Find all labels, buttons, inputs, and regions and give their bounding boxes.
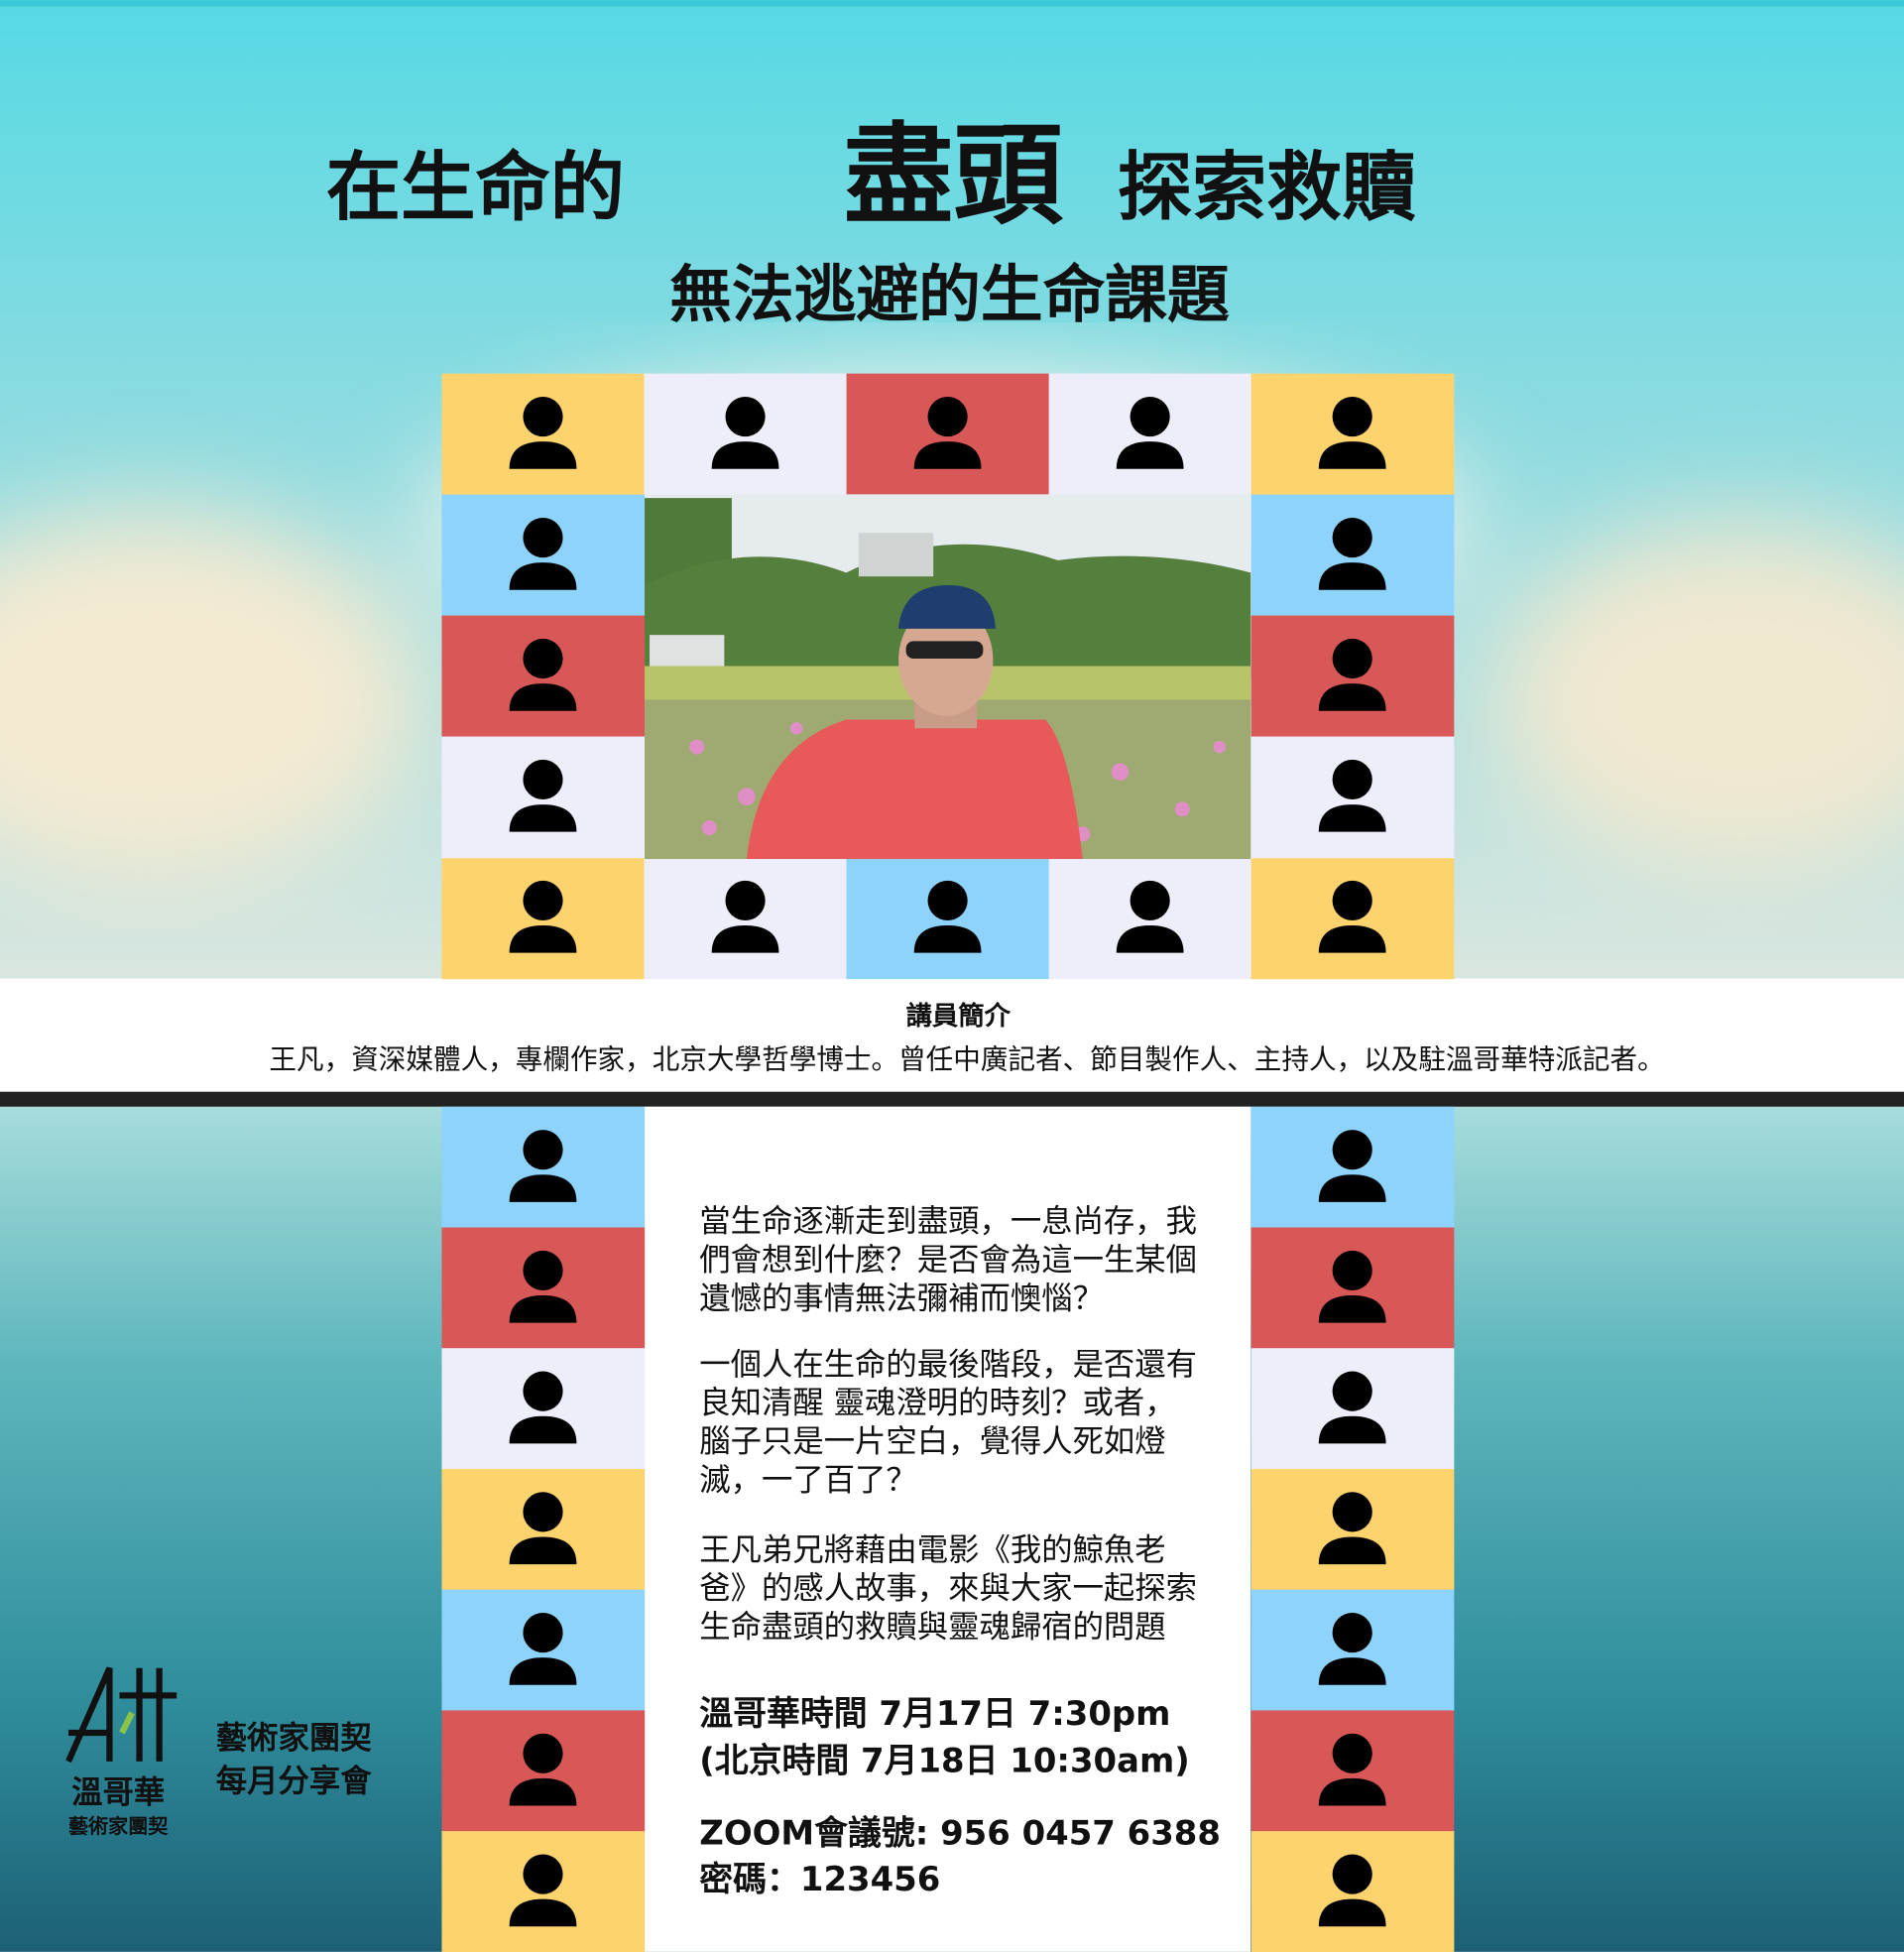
logo-name: 藝術家團契 bbox=[216, 1719, 372, 1756]
person-icon-head bbox=[1332, 1130, 1372, 1170]
logo-mark bbox=[65, 1666, 178, 1764]
title-part: 在生命的 bbox=[326, 144, 625, 231]
person-icon-body bbox=[509, 1536, 577, 1565]
text-panel bbox=[645, 1106, 1251, 1952]
person-icon-body bbox=[1318, 1295, 1386, 1323]
person-icon-body bbox=[1318, 804, 1386, 832]
logo-org: 藝術家團契 bbox=[68, 1814, 169, 1838]
person-icon-body bbox=[913, 925, 982, 953]
zoom-password: 密碼：123456 bbox=[699, 1860, 940, 1898]
person-icon-head bbox=[523, 1250, 563, 1290]
description-line: 爸》的感人故事，來與大家一起探索 bbox=[699, 1571, 1197, 1607]
person-icon-body bbox=[1318, 1898, 1386, 1927]
person-icon-body bbox=[1318, 441, 1386, 469]
person-icon-head bbox=[523, 517, 563, 558]
description-line: 們會想到什麼？是否會為這一生某個 bbox=[699, 1242, 1197, 1278]
divider bbox=[0, 1091, 1904, 1107]
person-icon-head bbox=[1332, 1371, 1372, 1411]
description-line: 一個人在生命的最後階段，是否還有 bbox=[699, 1347, 1197, 1383]
person-icon-head bbox=[725, 396, 766, 437]
person-icon-body bbox=[711, 441, 779, 469]
person-icon-head bbox=[523, 759, 563, 800]
person-icon-head bbox=[927, 396, 968, 437]
top-strip bbox=[0, 0, 1904, 7]
person-icon-body bbox=[509, 683, 577, 711]
bio-heading: 講員簡介 bbox=[906, 1001, 1012, 1032]
logo-city: 溫哥華 bbox=[71, 1774, 165, 1810]
person-icon-body bbox=[1116, 925, 1184, 953]
person-icon-body bbox=[1116, 441, 1184, 469]
person-icon-head bbox=[523, 638, 563, 679]
person-icon-head bbox=[1332, 396, 1372, 437]
zoom-id: ZOOM會議號: 956 0457 6388 bbox=[699, 1813, 1221, 1852]
person-icon-body bbox=[509, 1174, 577, 1202]
description-line: 良知清醒 靈魂澄明的時刻？或者， bbox=[699, 1386, 1175, 1421]
description-line: 生命盡頭的救贖與靈魂歸宿的問題 bbox=[699, 1610, 1165, 1646]
person-icon-body bbox=[1318, 1536, 1386, 1565]
person-icon-body bbox=[1318, 1174, 1386, 1202]
person-icon-head bbox=[523, 1854, 563, 1894]
person-icon-body bbox=[509, 1295, 577, 1323]
person-icon-body bbox=[509, 1657, 577, 1685]
person-icon-body bbox=[1318, 925, 1386, 953]
person-icon-head bbox=[523, 1613, 563, 1653]
person-icon-head bbox=[1332, 1854, 1372, 1894]
person-icon-head bbox=[523, 1371, 563, 1411]
person-icon-body bbox=[509, 925, 577, 953]
title-emphasis: 盡頭 bbox=[844, 112, 1063, 240]
person-icon-head bbox=[1332, 1492, 1372, 1532]
bio-text: 王凡，資深媒體人，專欄作家，北京大學哲學博士。曾任中廣記者、節目製作人、主持人，… bbox=[269, 1042, 1664, 1075]
person-icon-body bbox=[509, 804, 577, 832]
person-icon-body bbox=[509, 1898, 577, 1927]
description-line: 遺憾的事情無法彌補而懊惱？ bbox=[699, 1281, 1104, 1316]
description-line: 王凡弟兄將藉由電影《我的鯨魚老 bbox=[699, 1532, 1165, 1568]
person-icon-body bbox=[509, 1415, 577, 1444]
logo-name: 每月分享會 bbox=[216, 1763, 372, 1799]
person-icon-head bbox=[1332, 517, 1372, 558]
person-icon-body bbox=[711, 925, 779, 953]
person-icon-head bbox=[1332, 880, 1372, 921]
event-time: 溫哥華時間 7月17日 7:30pm bbox=[699, 1694, 1170, 1733]
person-icon-body bbox=[1318, 683, 1386, 711]
person-icon-head bbox=[523, 1130, 563, 1170]
person-icon-body bbox=[509, 1777, 577, 1806]
person-icon-body bbox=[509, 562, 577, 590]
person-icon-head bbox=[725, 880, 766, 921]
person-icon-body bbox=[913, 441, 982, 469]
description: 當生命逐漸走到盡頭，一息尚存，我們會想到什麼？是否會為這一生某個遺憾的事情無法彌… bbox=[699, 1203, 1197, 1645]
subtitle: 無法逃避的生命課題 bbox=[669, 258, 1230, 330]
bio-band bbox=[0, 978, 1904, 1092]
tile-grid bbox=[441, 373, 1455, 1952]
person-icon-body bbox=[509, 441, 577, 469]
event-time-beijing: (北京時間 7月18日 10:30am) bbox=[699, 1742, 1189, 1780]
person-icon-head bbox=[1332, 1250, 1372, 1290]
person-icon-head bbox=[1332, 1733, 1372, 1773]
person-icon-body bbox=[1318, 562, 1386, 590]
person-icon-head bbox=[523, 396, 563, 437]
person-icon-head bbox=[1332, 638, 1372, 679]
person-icon-head bbox=[1130, 880, 1170, 921]
title-part: 探索救贖 bbox=[1118, 144, 1416, 231]
person-icon-head bbox=[523, 1733, 563, 1773]
person-icon-head bbox=[523, 880, 563, 921]
person-icon-head bbox=[1332, 759, 1372, 800]
person-icon-head bbox=[927, 880, 968, 921]
person-icon-head bbox=[1130, 396, 1170, 437]
person-icon-head bbox=[523, 1492, 563, 1532]
person-icon-body bbox=[1318, 1657, 1386, 1685]
description-line: 當生命逐漸走到盡頭，一息尚存，我 bbox=[699, 1203, 1197, 1239]
person-icon-body bbox=[1318, 1415, 1386, 1444]
description-line: 腦子只是一片空白，覺得人死如燈 bbox=[699, 1424, 1165, 1460]
person-icon-body bbox=[1318, 1777, 1386, 1806]
description-line: 滅，一了百了？ bbox=[699, 1462, 917, 1498]
speaker-photo bbox=[645, 494, 1251, 860]
person-icon-head bbox=[1332, 1613, 1372, 1653]
